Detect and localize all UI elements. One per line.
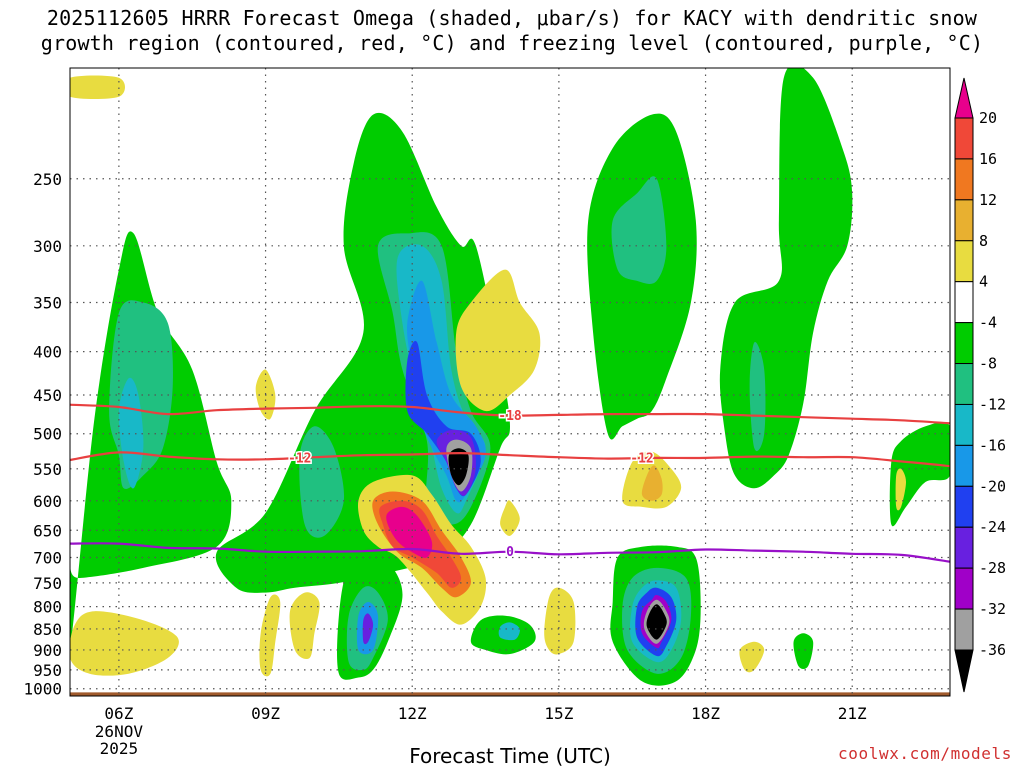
contour-label--12: -12 bbox=[630, 452, 653, 467]
omega-region-24 bbox=[70, 611, 179, 676]
colorbar-box bbox=[954, 240, 974, 283]
colorbar-level-label: -8 bbox=[979, 355, 997, 373]
omega-region-45 bbox=[793, 633, 814, 669]
y-tick-label: 900 bbox=[33, 641, 62, 660]
y-tick-label: 650 bbox=[33, 521, 62, 540]
plot-frame bbox=[69, 67, 951, 697]
omega-region-44 bbox=[739, 641, 765, 673]
x-tick-sublabel: 26NOV bbox=[95, 722, 144, 741]
x-tick-sublabel: 2025 bbox=[100, 739, 139, 758]
y-tick-label: 250 bbox=[33, 170, 62, 189]
x-axis-label: Forecast Time (UTC) bbox=[409, 744, 611, 768]
grid-layer bbox=[70, 68, 950, 696]
omega-region-17 bbox=[386, 506, 433, 558]
colorbar-box bbox=[954, 363, 974, 405]
colorbar-level-label: -16 bbox=[979, 436, 1006, 454]
credit-text: coolwx.com/models bbox=[838, 744, 1012, 763]
terrain-band bbox=[70, 692, 950, 696]
colorbar-box bbox=[954, 444, 974, 487]
omega-shading-layer bbox=[70, 68, 950, 686]
chart-title-line-1: 2025112605 HRRR Forecast Omega (shaded, … bbox=[46, 6, 978, 30]
colorbar-box bbox=[954, 485, 974, 528]
contour-line--18 bbox=[70, 403, 950, 425]
colorbar-level-label: -32 bbox=[979, 600, 1006, 618]
colorbar-bottom-arrow bbox=[954, 649, 974, 693]
omega-region-5 bbox=[299, 426, 345, 538]
colorbar-level-label: -12 bbox=[979, 395, 1006, 413]
omega-region-23 bbox=[289, 592, 320, 660]
colorbar-level-label: -20 bbox=[979, 477, 1006, 495]
colorbar-level-label: -36 bbox=[979, 641, 1006, 659]
omega-region-37 bbox=[611, 176, 667, 284]
y-tick-label: 950 bbox=[33, 661, 62, 680]
x-tick-label: 12Z bbox=[398, 704, 427, 723]
colorbar-level-label: 16 bbox=[979, 150, 997, 168]
omega-region-46 bbox=[70, 75, 125, 100]
colorbar-box bbox=[954, 158, 974, 201]
x-tick-label: 15Z bbox=[544, 704, 573, 723]
omega-region-43 bbox=[895, 468, 906, 511]
x-tick-label: 21Z bbox=[838, 704, 867, 723]
y-tick-label: 350 bbox=[33, 294, 62, 313]
y-tick-label: 400 bbox=[33, 343, 62, 362]
y-axis-ticks: 250 300 350 400 450 500 550 600 650 700 750 800 850 9… bbox=[23, 170, 62, 699]
omega-region-27 bbox=[498, 622, 520, 641]
y-tick-label: 800 bbox=[33, 598, 62, 617]
y-tick-label: 450 bbox=[33, 386, 62, 405]
omega-region-40 bbox=[719, 68, 853, 489]
omega-region-28 bbox=[544, 587, 576, 655]
y-tick-label: 750 bbox=[33, 574, 62, 593]
chart-title-line-2: growth region (contoured, red, °C) and f… bbox=[40, 31, 984, 55]
y-tick-label: 600 bbox=[33, 492, 62, 511]
colorbar-level-label: 20 bbox=[979, 109, 997, 127]
colorbar-box bbox=[954, 567, 974, 610]
colorbar-box bbox=[954, 199, 974, 242]
y-tick-label: 550 bbox=[33, 460, 62, 479]
y-tick-label: 500 bbox=[33, 425, 62, 444]
colorbar-box bbox=[954, 281, 974, 324]
contour-layer: -18 -12 -12 0 bbox=[70, 403, 950, 563]
omega-region-11 bbox=[448, 448, 469, 486]
y-tick-label: 700 bbox=[33, 549, 62, 568]
colorbar-box bbox=[954, 117, 974, 160]
contour-label--18: -18 bbox=[498, 409, 522, 424]
colorbar-box bbox=[954, 608, 974, 651]
colorbar-box bbox=[954, 322, 974, 365]
omega-region-42 bbox=[889, 422, 950, 527]
colorbar-level-label: -24 bbox=[979, 518, 1006, 536]
colorbar-box bbox=[954, 403, 974, 446]
omega-region-25 bbox=[259, 594, 281, 677]
x-tick-label: 06Z bbox=[104, 704, 133, 723]
omega-region-35 bbox=[646, 604, 667, 640]
y-tick-label: 300 bbox=[33, 237, 62, 256]
terrain-layer bbox=[70, 692, 950, 696]
colorbar-legend: 20 16 12 8 4 -4 -8 -12 -16 -20 -24 -28 -32 -36 bbox=[954, 77, 1006, 693]
omega-region-41 bbox=[749, 341, 766, 452]
x-tick-label: 18Z bbox=[691, 704, 720, 723]
omega-region-18 bbox=[500, 500, 520, 536]
contour-line-0 bbox=[70, 542, 950, 563]
y-tick-label: 850 bbox=[33, 620, 62, 639]
colorbar-level-label: 12 bbox=[979, 191, 997, 209]
colorbar-level-label: -28 bbox=[979, 559, 1006, 577]
omega-region-12 bbox=[455, 269, 541, 412]
contour-label-0: 0 bbox=[506, 545, 514, 560]
omega-region-22 bbox=[362, 613, 374, 645]
colorbar-level-label: -4 bbox=[979, 314, 997, 332]
contour-line--12 bbox=[70, 451, 950, 468]
x-tick-label: 09Z bbox=[251, 704, 280, 723]
colorbar-level-label: 4 bbox=[979, 273, 988, 291]
colorbar-level-label: 8 bbox=[979, 232, 988, 250]
contour-label--12: -12 bbox=[288, 451, 311, 466]
y-tick-label: 1000 bbox=[23, 680, 62, 699]
omega-region-39 bbox=[641, 465, 663, 501]
omega-region-2 bbox=[118, 377, 144, 489]
colorbar-top-arrow bbox=[954, 77, 974, 119]
colorbar-box bbox=[954, 526, 974, 569]
